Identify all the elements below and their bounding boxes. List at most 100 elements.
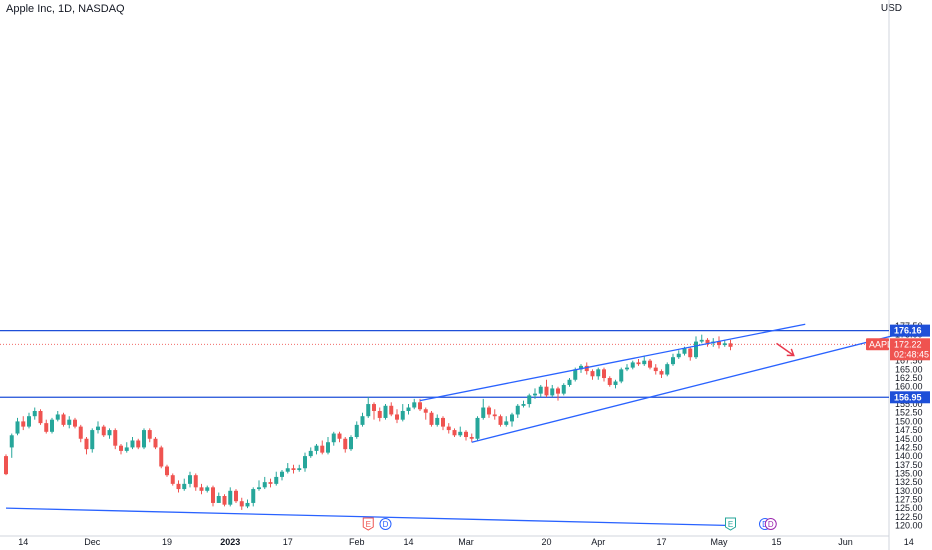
candle-body (699, 339, 704, 342)
candle-body (498, 416, 503, 425)
candle-body (418, 402, 422, 410)
x-tick-label: May (710, 537, 728, 547)
trendlines[interactable] (5, 323, 898, 527)
y-tick-label: 167.50 (895, 356, 923, 366)
candle-body (4, 456, 8, 475)
y-tick-label: 165.00 (895, 364, 923, 374)
symbol-tag (866, 338, 889, 351)
candle-body (400, 410, 405, 420)
candle-body (406, 407, 411, 411)
candle-body (101, 426, 106, 436)
candle-body (44, 423, 49, 432)
x-tick-label: 17 (283, 537, 293, 547)
candle-body (682, 348, 687, 354)
candle-body (15, 421, 20, 434)
candle-body (475, 417, 480, 439)
y-tick-label: 135.00 (895, 468, 923, 478)
candle-body (268, 482, 273, 484)
candle-body (142, 430, 146, 448)
candle-body (383, 405, 388, 418)
candle-body (607, 378, 612, 385)
candle-body (395, 414, 399, 420)
candle-body (38, 410, 43, 424)
candle-body (337, 433, 342, 439)
candle-body (331, 433, 336, 443)
candle-body (113, 430, 118, 446)
event-letter: D (768, 520, 774, 529)
candle-body (412, 402, 417, 408)
level-price-tag (890, 324, 930, 337)
candle-body (90, 430, 95, 450)
y-tick-label: 127.50 (895, 494, 923, 504)
candle-body (533, 393, 537, 396)
candle-body (61, 414, 66, 425)
candles (4, 334, 733, 510)
candle-body (625, 367, 629, 370)
x-tick-label: Dec (84, 537, 101, 547)
candle-body (446, 426, 451, 431)
candle-body (481, 407, 486, 418)
candle-body (550, 388, 555, 396)
candle-body (182, 483, 187, 490)
candle-body (515, 405, 520, 415)
candle-body (78, 426, 83, 439)
candle-body (320, 445, 325, 453)
y-tick-label: 137.50 (895, 460, 923, 470)
level-price-text: 176.16 (894, 326, 922, 336)
candle-body (119, 445, 123, 451)
candle-body (452, 430, 457, 436)
candle-body (297, 468, 302, 470)
candle-body (349, 437, 353, 450)
candle-body (136, 440, 141, 448)
y-tick-label: 132.50 (895, 477, 923, 487)
bar-countdown-text: 02:48:45 (894, 349, 929, 359)
candle-body (584, 365, 589, 372)
candle-body (176, 483, 181, 490)
x-tick-label: Feb (349, 537, 365, 547)
candle-body (291, 468, 296, 470)
symbol-tag-text: AAPL (869, 339, 892, 349)
candle-body (84, 438, 89, 450)
x-tick-label: 19 (162, 537, 172, 547)
candle-body (193, 475, 198, 488)
candle-body (487, 407, 491, 415)
y-tick-label: 155.00 (895, 399, 923, 409)
x-tick-label: 2023 (220, 537, 240, 547)
candle-body (648, 360, 652, 368)
candle-body (170, 475, 175, 484)
last-price-text: 172.22 (894, 339, 922, 349)
candle-body (360, 416, 365, 425)
y-tick-label: 125.00 (895, 503, 923, 513)
candle-body (165, 466, 169, 476)
candle-body (423, 409, 428, 413)
candle-body (73, 419, 77, 427)
candle-body (354, 424, 359, 438)
candle-body (262, 482, 267, 488)
earnings-event-icon (725, 517, 736, 531)
candle-body (50, 419, 54, 432)
x-tick-label: 14 (403, 537, 413, 547)
y-tick-label: 142.50 (895, 442, 923, 452)
candle-body (653, 367, 658, 372)
candle-body (510, 414, 514, 422)
candle-body (228, 490, 233, 505)
arrow-shaft (776, 342, 795, 357)
candle-body (389, 405, 394, 415)
candle-body (285, 468, 290, 472)
candle-body (245, 502, 250, 507)
candle-body (556, 388, 560, 394)
candle-body (429, 412, 434, 425)
candle-body (257, 487, 261, 490)
arrow-head (786, 348, 795, 357)
x-tick-label: 17 (656, 537, 666, 547)
candle-body (602, 369, 606, 379)
candle-body (211, 487, 215, 503)
candle-body (274, 476, 279, 484)
candle-body (665, 364, 670, 375)
x-tick-label: Jun (838, 537, 853, 547)
candle-body (590, 371, 595, 377)
event-markers[interactable]: EDEDD (362, 517, 777, 531)
candle-body (159, 447, 164, 467)
